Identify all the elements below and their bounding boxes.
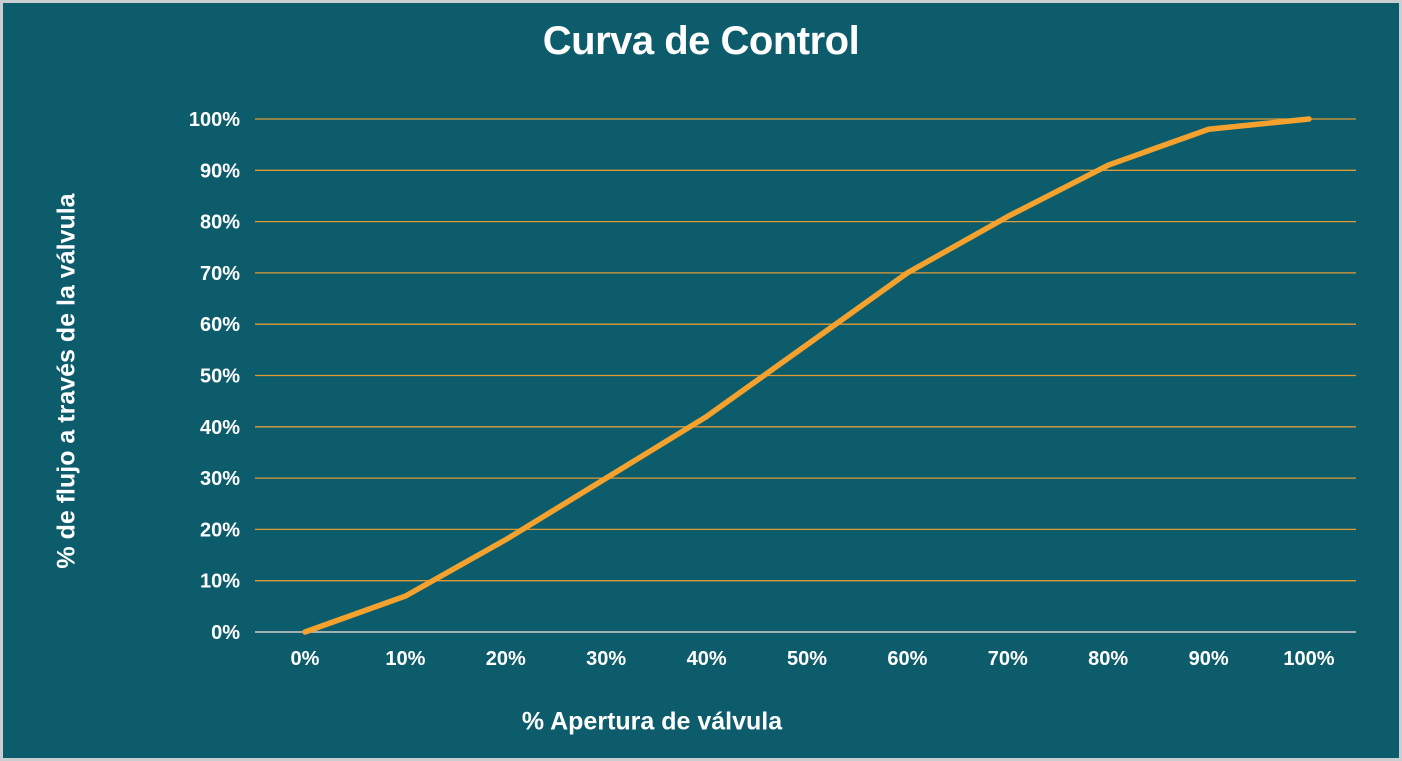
line-chart-plot-area: 0% 10% 20% 30% 40% 50% 60% 70% 80% 90% 100% 0% 10% 20… <box>189 109 1356 670</box>
y-tick-label: 70% <box>200 263 240 285</box>
y-tick-label: 40% <box>200 417 240 439</box>
y-tick-label: 100% <box>189 109 240 131</box>
x-axis-title: % Apertura de válvula <box>521 707 783 736</box>
y-tick-label: 60% <box>200 314 240 336</box>
x-tick-label: 0% <box>291 648 320 670</box>
y-axis-title: % de flujo a través de la válvula <box>52 193 81 569</box>
x-tick-label: 50% <box>787 648 827 670</box>
x-tick-label: 80% <box>1088 648 1128 670</box>
y-tick-label: 30% <box>200 468 240 490</box>
y-tick-label: 90% <box>200 160 240 182</box>
x-tick-label: 20% <box>486 648 526 670</box>
x-tick-label: 30% <box>586 648 626 670</box>
x-tick-label: 90% <box>1189 648 1229 670</box>
x-tick-label: 70% <box>988 648 1028 670</box>
x-tick-label: 40% <box>687 648 727 670</box>
x-tick-label: 10% <box>385 648 425 670</box>
x-tick-label: 60% <box>887 648 927 670</box>
control-curve-line <box>302 116 1312 635</box>
y-tick-label: 80% <box>200 212 240 234</box>
y-tick-label: 50% <box>200 366 240 388</box>
y-tick-label: 10% <box>200 571 240 593</box>
chart-title: Curva de Control <box>542 19 860 63</box>
y-tick-label: 0% <box>211 622 240 644</box>
x-tick-label: 100% <box>1283 648 1334 670</box>
y-tick-label: 20% <box>200 519 240 541</box>
